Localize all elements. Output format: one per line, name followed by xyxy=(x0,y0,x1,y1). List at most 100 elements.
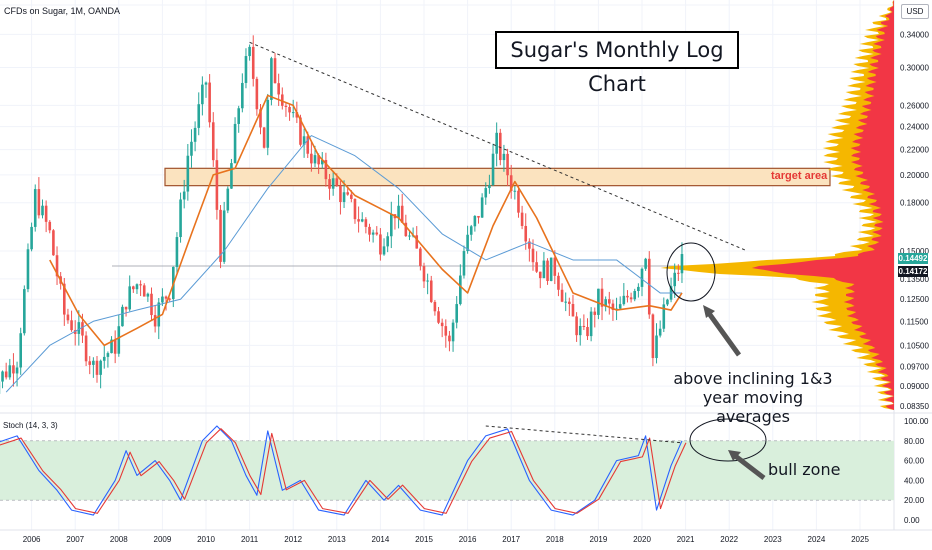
candle-body xyxy=(168,298,171,300)
price-tick-label: 0.22000 xyxy=(900,146,929,155)
candle-body xyxy=(244,56,248,83)
target-area-label: target area xyxy=(771,170,828,182)
candle-body xyxy=(502,153,506,161)
candle-body xyxy=(117,326,121,354)
candle-body xyxy=(386,236,389,247)
candle-body xyxy=(600,288,604,307)
candle-body xyxy=(419,248,422,267)
year-tick-label: 2022 xyxy=(720,535,738,544)
candle-body xyxy=(70,320,73,331)
candle-body xyxy=(426,280,429,282)
candle-body xyxy=(313,155,317,164)
candle-body xyxy=(375,232,379,235)
candle-body xyxy=(8,365,12,378)
year-tick-label: 2007 xyxy=(66,535,84,544)
candle-body xyxy=(135,284,139,290)
candle-body xyxy=(4,371,8,378)
candle-body xyxy=(175,237,179,267)
candle-body xyxy=(30,226,33,250)
candle-body xyxy=(499,132,502,161)
candle-body xyxy=(66,314,70,321)
candle-body xyxy=(84,335,88,362)
price-tick-label: 0.10500 xyxy=(900,341,929,350)
price-tick-label: 0.20000 xyxy=(900,171,929,180)
candle-body xyxy=(284,105,288,108)
candle-body xyxy=(350,194,353,199)
price-tick-label: 0.08350 xyxy=(900,402,929,411)
currency-badge[interactable]: USD xyxy=(901,4,929,19)
candle-body xyxy=(364,219,368,227)
candle-body xyxy=(299,117,302,145)
candle-body xyxy=(397,205,400,219)
candle-body xyxy=(142,285,146,297)
price-tick-label: 0.18000 xyxy=(900,199,929,208)
candle-body xyxy=(95,360,99,375)
candle-body xyxy=(560,289,564,302)
candle-body xyxy=(538,271,542,279)
candle-body xyxy=(480,197,484,218)
stoch-d-line xyxy=(0,428,687,514)
candle-body xyxy=(266,99,270,148)
candle-body xyxy=(404,222,408,237)
price-tick-label: 0.09000 xyxy=(900,382,929,391)
stoch-tick-label: 60.00 xyxy=(904,457,925,466)
candle-body xyxy=(33,189,37,227)
candle-body xyxy=(99,360,102,375)
candle-body xyxy=(110,339,113,354)
year-tick-label: 2006 xyxy=(23,535,41,544)
candle-body xyxy=(335,178,339,186)
candle-body xyxy=(484,188,488,198)
candle-body xyxy=(528,241,531,249)
stoch-indicator-label[interactable]: Stoch (14, 3, 3) xyxy=(3,421,58,430)
candle-body xyxy=(586,326,589,337)
candle-body xyxy=(520,212,524,226)
stoch-arrow-shaft xyxy=(732,453,766,480)
year-tick-label: 2012 xyxy=(284,535,302,544)
candle-body xyxy=(48,221,52,231)
candle-body xyxy=(302,136,306,145)
candle-body xyxy=(88,361,92,365)
stoch-tick-label: 40.00 xyxy=(904,476,925,485)
candle-body xyxy=(658,328,662,336)
candle-body xyxy=(655,335,658,359)
candle-body xyxy=(186,155,190,192)
year-tick-label: 2010 xyxy=(197,535,215,544)
candle-body xyxy=(324,159,328,180)
candle-body xyxy=(637,286,640,292)
candle-body xyxy=(73,330,77,334)
candle-body xyxy=(121,306,124,327)
candle-body xyxy=(190,141,193,156)
candle-body xyxy=(288,107,291,113)
candle-body xyxy=(680,254,684,274)
candle-body xyxy=(63,283,66,315)
price-tick-label: 0.30000 xyxy=(900,64,929,73)
candle-body xyxy=(346,192,349,195)
candle-body xyxy=(281,94,284,106)
candle-body xyxy=(132,286,135,290)
candle-body xyxy=(230,163,233,189)
one-year-moving-average xyxy=(49,94,683,347)
candle-body xyxy=(306,136,310,154)
candle-body xyxy=(113,339,117,354)
candle-body xyxy=(644,258,647,269)
candle-body xyxy=(81,322,84,336)
year-tick-label: 2021 xyxy=(677,535,695,544)
candle-body xyxy=(466,234,469,252)
candle-body xyxy=(549,257,553,281)
candle-body xyxy=(400,205,404,223)
stoch-tick-label: 100.00 xyxy=(904,417,929,426)
candle-body xyxy=(593,311,597,315)
candle-body xyxy=(164,296,168,299)
candle-body xyxy=(197,104,201,128)
candle-body xyxy=(23,289,26,334)
candle-body xyxy=(255,78,259,110)
year-tick-label: 2016 xyxy=(459,535,477,544)
candle-body xyxy=(339,185,342,203)
stoch-divergence-line xyxy=(485,425,683,444)
candle-body xyxy=(204,82,208,85)
candle-body xyxy=(55,255,59,277)
annotation-arrow-head xyxy=(703,305,715,318)
candle-body xyxy=(437,311,440,323)
candle-body xyxy=(44,205,48,222)
